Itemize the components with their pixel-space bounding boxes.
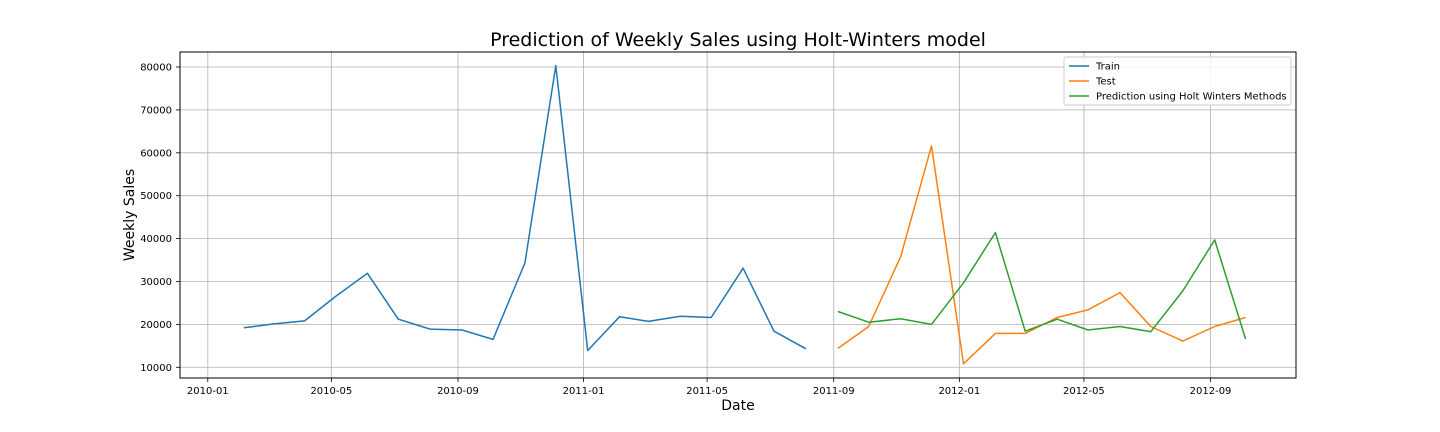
series-line-2 [837, 145, 1246, 365]
y-tick-label: 40000 [140, 234, 172, 245]
grid [180, 52, 1296, 378]
x-tick-label: 2012-09 [1190, 386, 1232, 397]
plot-frame [179, 51, 1297, 379]
x-tick-label: 2010-05 [310, 386, 352, 397]
x-tick-label: 2010-09 [437, 386, 479, 397]
y-tick-label: 20000 [140, 320, 172, 331]
axis-ticks: 2010-01 2010-05 2010-09 2011-01 2011-05 2011-… [140, 63, 1231, 397]
y-axis-title: Weekly Sales [122, 169, 138, 261]
y-tick-label: 10000 [140, 363, 172, 374]
y-tick-label: 70000 [140, 105, 172, 116]
y-tick-label: 60000 [140, 148, 172, 159]
chart-title: Prediction of Weekly Sales using Holt-Wi… [490, 29, 986, 51]
series-line-1 [243, 64, 807, 352]
x-tick-label: 2012-01 [938, 386, 980, 397]
plot-series [243, 64, 1247, 365]
y-tick-label: 80000 [140, 63, 172, 74]
legend-box [1063, 56, 1292, 106]
y-tick-label: 30000 [140, 277, 172, 288]
x-tick-label: 2011-01 [563, 386, 605, 397]
x-tick-label: 2011-09 [813, 386, 855, 397]
x-tick-label: 2011-05 [686, 386, 728, 397]
y-tick-label: 50000 [140, 191, 172, 202]
x-axis-title: Date [721, 398, 754, 414]
series-line-3 [837, 231, 1247, 340]
legend-label: Prediction using Holt Winters Methods [1096, 92, 1287, 103]
legend-label: Train [1095, 62, 1120, 73]
x-tick-label: 2012-05 [1063, 386, 1105, 397]
legend-label: Test [1095, 77, 1116, 88]
legend: Train Test Prediction using Holt Winters M… [1063, 56, 1292, 106]
x-tick-label: 2010-01 [187, 386, 229, 397]
